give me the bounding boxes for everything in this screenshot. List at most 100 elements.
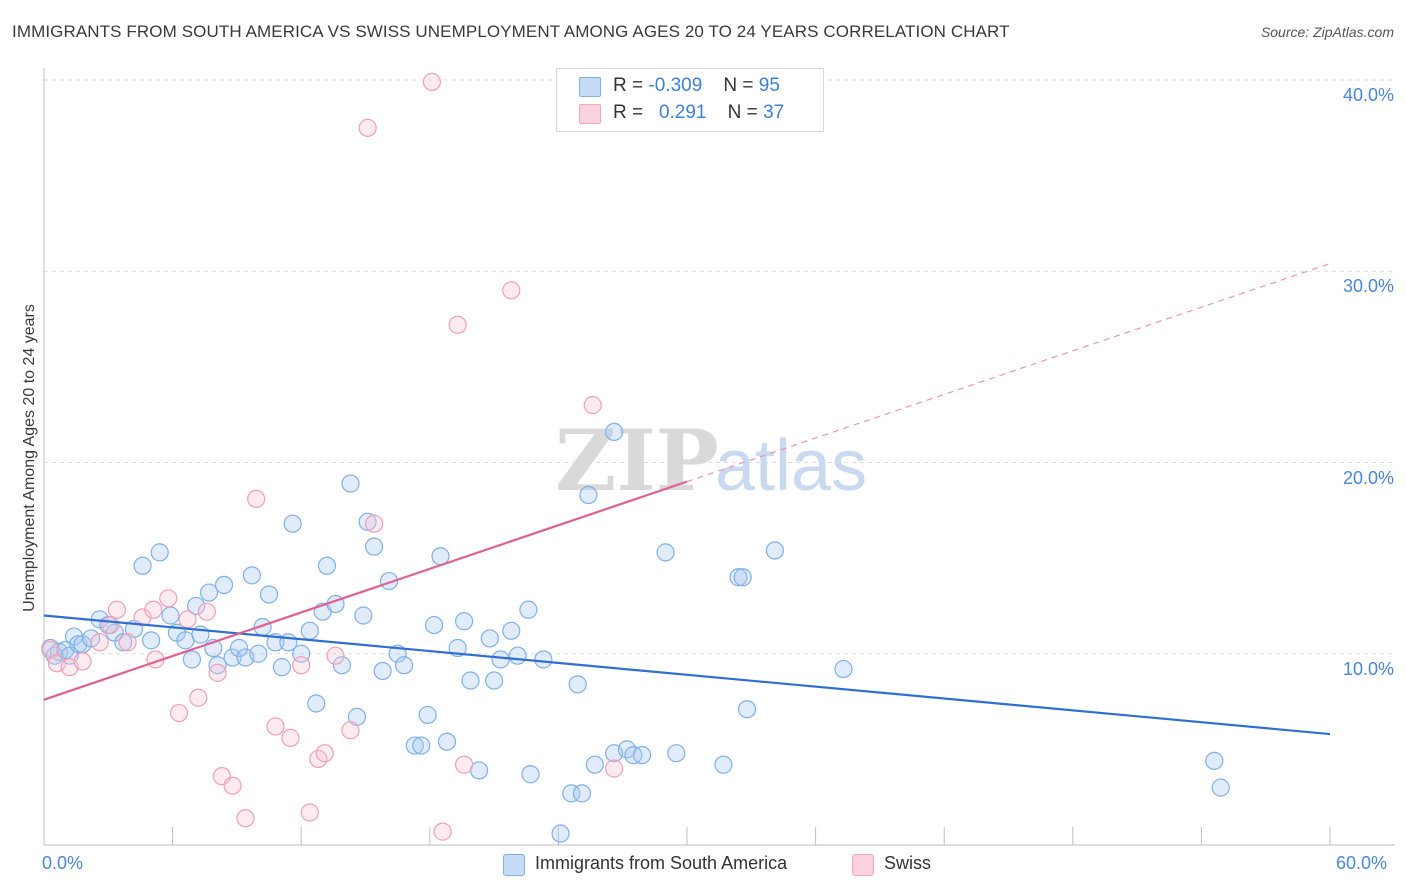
swiss-point [292, 656, 311, 675]
watermark-atlas: atlas [715, 426, 867, 506]
swiss-point [315, 744, 334, 763]
immigrants-point [300, 621, 319, 640]
immigrants-point [208, 656, 227, 675]
immigrants-point [424, 615, 444, 635]
swiss-point [73, 652, 92, 671]
immigrants-point [461, 671, 480, 690]
immigrants-point [519, 600, 538, 619]
immigrants-point [568, 675, 587, 694]
y-tick-label: 40.0% [1342, 85, 1394, 105]
swiss-point [326, 646, 345, 665]
swiss-point [300, 803, 319, 822]
immigrants-point [187, 596, 206, 616]
immigrants-point [307, 694, 326, 713]
grid-lines [44, 79, 1395, 655]
immigrants-point [572, 784, 592, 803]
immigrants-point [317, 556, 337, 575]
immigrants-point [1211, 778, 1230, 797]
immigrants-point [133, 556, 152, 575]
series-legend-label: Immigrants from South America [535, 853, 788, 873]
y-tick-label: 20.0% [1342, 467, 1394, 488]
legend-r-label: R = [613, 75, 644, 96]
immigrants-point [272, 658, 292, 677]
swiss-point [281, 728, 300, 748]
immigrants-point [508, 646, 527, 665]
immigrants-point [480, 629, 499, 648]
immigrants-point [491, 650, 510, 669]
immigrants-point [551, 824, 570, 843]
legend-r-label: R = [613, 102, 644, 123]
immigrants-point [223, 648, 242, 667]
swiss-point [159, 589, 178, 608]
series-legend: Immigrants from South America Swiss [0, 852, 1406, 878]
immigrants-point [199, 583, 219, 602]
chart-source: Source: ZipAtlas.com [1260, 24, 1394, 40]
immigrants-point [354, 606, 373, 625]
swiss-point [236, 809, 255, 828]
y-tick-label: 10.0% [1342, 658, 1394, 679]
correlation-legend: R = -0.309 N = 95 R = 0.291 N = 37 [556, 68, 824, 132]
series-immigrants-points [41, 422, 1230, 843]
swiss-point [223, 776, 242, 795]
swiss-point [433, 822, 452, 841]
immigrants-point [358, 512, 377, 531]
x-tick-label-min: 0.0% [42, 853, 84, 873]
immigrants-point [632, 746, 652, 765]
swiss-point [107, 600, 126, 619]
swiss-point [101, 615, 120, 635]
legend-text-immigrants: R = -0.309 N = 95 [613, 75, 780, 97]
immigrants-point [405, 736, 424, 755]
immigrants-point [114, 633, 133, 652]
swiss-point [208, 663, 227, 682]
trend-line-swiss [43, 480, 688, 701]
immigrants-point [765, 541, 784, 560]
immigrants-point [605, 422, 624, 441]
swiss-point [454, 755, 474, 774]
immigrants-point [437, 732, 457, 751]
immigrants-point [733, 568, 752, 587]
swiss-point [197, 602, 216, 621]
swiss-point [247, 489, 266, 508]
chart-title: IMMIGRANTS FROM SOUTH AMERICA VS SWISS U… [12, 22, 1010, 41]
immigrants-point [579, 485, 598, 505]
legend-swatch-blue [579, 77, 601, 97]
immigrants-point [249, 644, 268, 663]
immigrants-point [502, 621, 521, 640]
swiss-point [422, 72, 442, 92]
immigrants-point [562, 784, 581, 803]
immigrants-point [332, 656, 352, 675]
immigrants-point [182, 650, 201, 669]
x-tick-label-max: 60.0% [1336, 853, 1388, 873]
immigrants-point [150, 543, 169, 562]
immigrants-point [259, 585, 279, 604]
legend-r-value: -0.309 [648, 75, 703, 96]
legend-text-swiss: R = 0.291 N = 37 [613, 102, 784, 124]
immigrants-point [229, 638, 249, 658]
immigrants-point [834, 659, 853, 679]
trend-line-immigrants [43, 614, 1331, 736]
swiss-point [364, 514, 384, 533]
immigrants-point [485, 671, 504, 690]
immigrants-point [214, 575, 234, 595]
series-swatch-pink [852, 854, 874, 876]
immigrants-point [242, 566, 262, 585]
legend-n-value: 95 [758, 75, 780, 96]
immigrants-point [364, 537, 384, 556]
legend-swatch-pink [579, 104, 601, 124]
immigrants-point [656, 543, 675, 562]
immigrants-point [1205, 751, 1224, 770]
immigrants-point [729, 568, 748, 587]
immigrants-point [373, 661, 392, 681]
swiss-point [448, 315, 467, 334]
immigrants-point [667, 744, 686, 763]
immigrants-point [737, 700, 757, 719]
swiss-point [583, 396, 602, 415]
legend-n-value: 37 [763, 102, 785, 123]
immigrants-point [534, 650, 553, 669]
immigrants-point [142, 631, 161, 650]
swiss-point [169, 703, 189, 723]
watermark-zip: ZIP [555, 411, 719, 510]
trend-line-swiss-extension [686, 263, 1331, 483]
swiss-point [118, 633, 137, 652]
